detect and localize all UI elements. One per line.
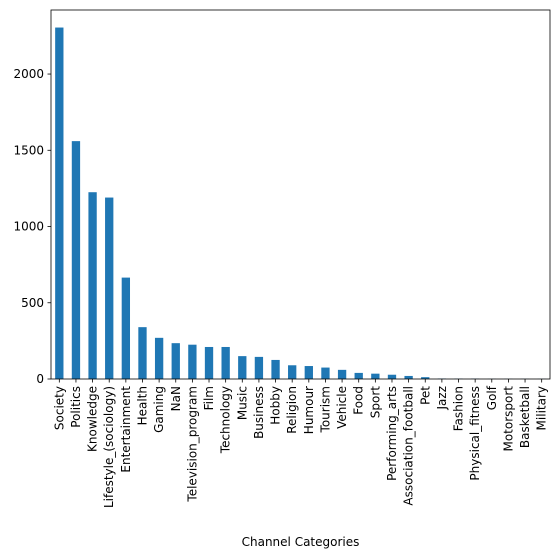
x-tick-label: Golf [485,385,499,410]
x-tick-label: Vehicle [335,386,349,429]
bar-nan [171,343,180,379]
bar-business [254,356,264,379]
y-tick-label: 2000 [13,67,44,81]
y-tick-label: 0 [36,372,44,386]
y-tick-label: 1500 [13,143,44,157]
x-tick-label: Military [535,386,549,430]
bar-politics [71,141,81,379]
x-tick-label: Humour [302,386,316,434]
x-tick-label: Jazz [435,386,449,411]
x-tick-label: Business [252,386,266,439]
x-tick-label: Gaming [152,386,166,433]
x-tick-label: Knowledge [86,386,100,452]
bar-entertainment [121,277,131,379]
x-tick-label: NaN [169,386,183,411]
bar-film [204,346,214,379]
x-tick-label: Film [202,386,216,410]
x-tick-label: Association_football [402,386,416,506]
bar-food [354,372,363,379]
bar-lifestyle-sociology- [105,197,114,379]
x-tick-label: Hobby [269,386,283,425]
bar-gaming [154,337,164,379]
x-tick-label: Religion [285,386,299,434]
x-tick-label: Society [52,386,66,430]
x-tick-label: Television_program [185,386,199,503]
bar-association-football [404,375,413,379]
x-ticks: Society Politics Knowledge Lifestyle_(socio… [52,379,549,508]
x-tick-label: Food [352,386,366,415]
bar-music [238,356,247,379]
x-tick-label: Politics [69,386,83,428]
x-tick-label: Health [135,386,149,425]
x-tick-label: Performing_arts [385,386,399,481]
axes-frame [50,9,551,380]
y-ticks: 0 500 1000 1500 2000 [13,67,51,386]
x-tick-label: Music [235,386,249,420]
y-tick-label: 500 [21,296,44,310]
bar-religion [288,365,297,379]
x-tick-label: Lifestyle_(sociology) [102,386,116,508]
bar-pet [421,377,430,379]
x-tick-label: Tourism [318,386,332,433]
x-tick-label: Basketball [518,386,532,448]
x-tick-label: Physical_fitness [468,386,482,481]
bar-performing-arts [387,374,397,379]
x-tick-label: Sport [368,386,382,419]
bar-humour [304,366,313,379]
bars-group [55,27,546,379]
x-tick-label: Pet [418,386,432,405]
bar-television-program [188,344,197,379]
y-tick-label: 1000 [13,220,44,234]
bar-tourism [321,367,330,379]
x-axis-label: Channel Categories [242,535,360,549]
bar-vehicle [337,369,347,379]
bar-sport [371,373,380,379]
bar-health [138,327,147,379]
x-tick-label: Technology [219,386,233,454]
x-tick-label: Entertainment [119,386,133,473]
bar-technology [221,346,230,379]
x-tick-label: Fashion [452,386,466,431]
x-tick-label: Motorsport [501,386,515,452]
bar-society [55,27,64,379]
bar-hobby [271,359,280,379]
bar-knowledge [88,192,97,379]
